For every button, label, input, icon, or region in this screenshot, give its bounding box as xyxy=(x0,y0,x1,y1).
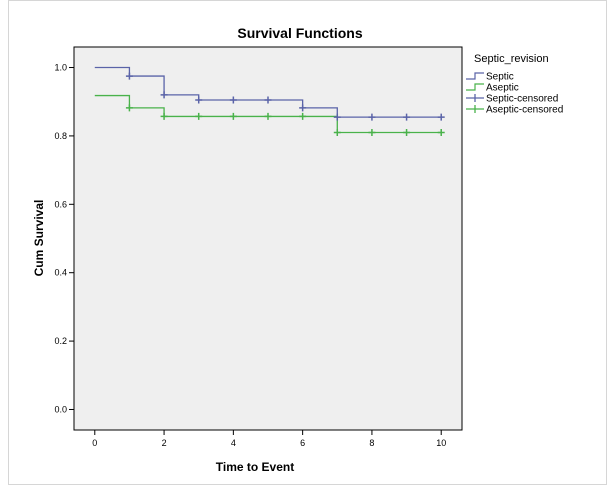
y-tick-label: 0.6 xyxy=(54,199,67,209)
chart-title: Survival Functions xyxy=(237,25,362,41)
x-tick-label: 0 xyxy=(92,438,97,448)
aseptic-censor-mark xyxy=(437,128,445,136)
legend-label-septic-censored: Septic-censored xyxy=(486,94,558,105)
y-tick-label: 0.4 xyxy=(54,268,67,278)
septic-censor-mark xyxy=(125,72,133,80)
x-tick-label: 10 xyxy=(436,438,446,448)
legend-label-aseptic: Aseptic xyxy=(486,83,519,94)
aseptic-censor-mark xyxy=(403,128,411,136)
septic-censor-mark xyxy=(403,113,411,121)
y-tick-label: 0.2 xyxy=(54,336,67,346)
x-axis-title: Time to Event xyxy=(216,460,294,474)
aseptic-censor-mark xyxy=(368,128,376,136)
legend-label-aseptic-censored: Aseptic-censored xyxy=(486,105,563,116)
y-tick-label: 0.0 xyxy=(54,404,67,414)
series-layer xyxy=(94,66,445,136)
y-tick-label: 1.0 xyxy=(54,63,67,73)
x-tick-label: 6 xyxy=(300,438,305,448)
x-tick-label: 4 xyxy=(231,438,236,448)
x-axis: 0 2 4 6 8 10 xyxy=(92,430,446,448)
y-axis: 0.0 0.2 0.4 0.6 0.8 1.0 xyxy=(54,63,74,414)
septic-censor-mark xyxy=(333,113,341,121)
legend-symbol-septic xyxy=(466,72,484,80)
septic-censor-mark xyxy=(195,96,203,104)
legend-symbol-aseptic xyxy=(466,83,484,91)
legend-symbol-aseptic-censored xyxy=(466,105,484,113)
aseptic-censor-mark xyxy=(299,112,307,120)
aseptic-censor-mark xyxy=(333,128,341,136)
x-tick-label: 8 xyxy=(369,438,374,448)
legend: Septic_revision SepticAsepticSeptic-cens… xyxy=(466,53,563,116)
aseptic-censor-mark xyxy=(229,112,237,120)
plot-area xyxy=(73,46,463,431)
septic-censor-mark xyxy=(264,96,272,104)
aseptic-censor-mark xyxy=(264,112,272,120)
septic-censor-mark xyxy=(368,113,376,121)
y-axis-title: Cum Survival xyxy=(32,200,46,277)
legend-symbol-septic-censored xyxy=(466,94,484,102)
septic-censor-mark xyxy=(160,91,168,99)
legend-label-septic: Septic xyxy=(486,72,514,83)
septic-censor-mark xyxy=(299,104,307,112)
septic-censor-mark xyxy=(229,96,237,104)
x-tick-label: 2 xyxy=(162,438,167,448)
septic-censor-mark xyxy=(437,113,445,121)
aseptic-censor-mark xyxy=(125,104,133,112)
aseptic-censor-mark xyxy=(160,112,168,120)
aseptic-censor-mark xyxy=(195,112,203,120)
legend-title: Septic_revision xyxy=(474,53,549,65)
y-tick-label: 0.8 xyxy=(54,131,67,141)
